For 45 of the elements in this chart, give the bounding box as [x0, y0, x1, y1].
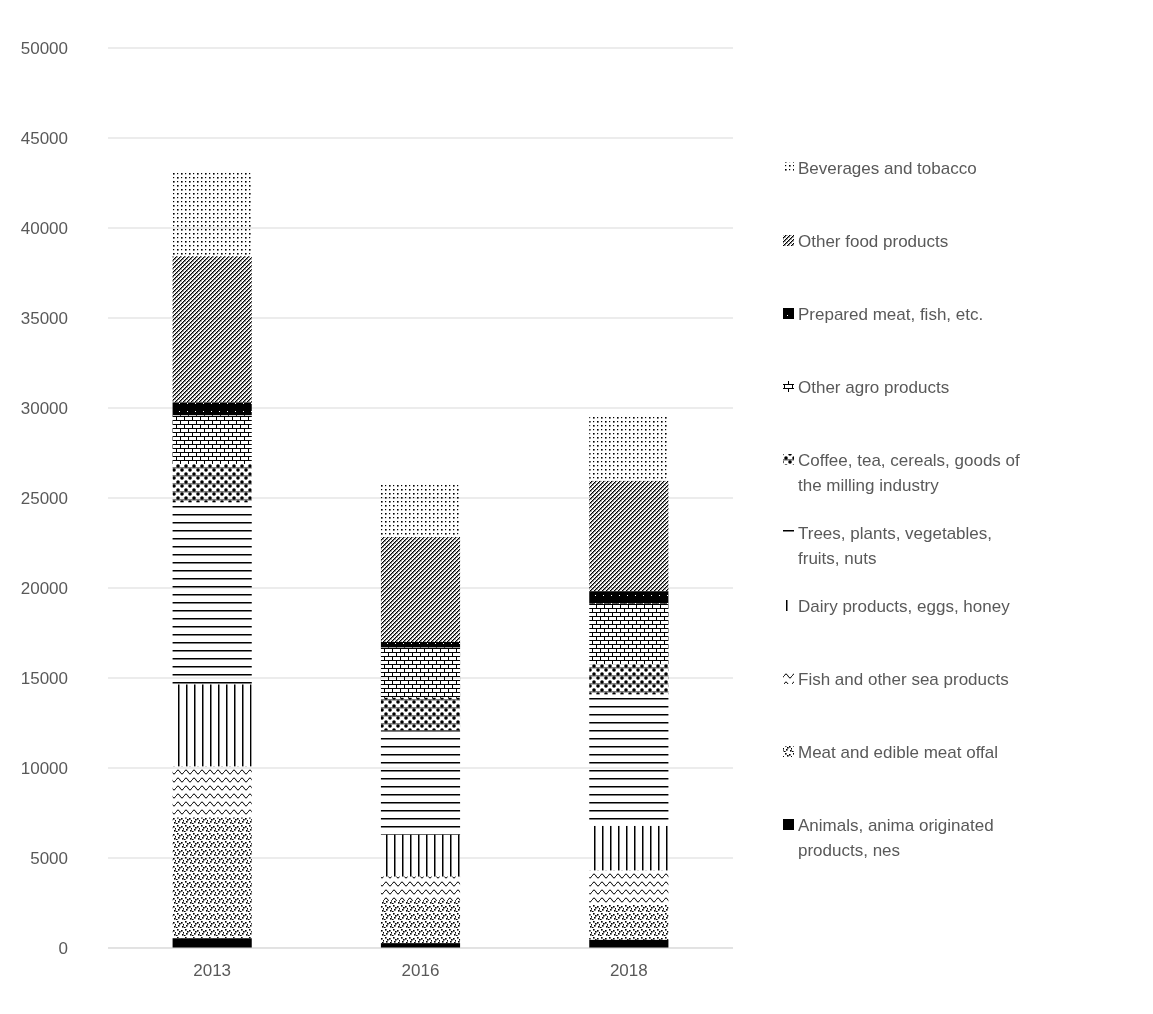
y-tick-label: 5000 [30, 848, 68, 868]
bar [380, 876, 461, 901]
x-tick-label: 2016 [401, 961, 440, 980]
bar [380, 537, 461, 642]
y-tick-label: 20000 [20, 578, 68, 598]
y-tick-label: 10000 [20, 758, 68, 778]
legend-label: Other food products [798, 231, 949, 251]
bar [589, 870, 669, 905]
x-tick-label: 2018 [609, 961, 648, 980]
bar [172, 938, 252, 948]
x-tick-label: 2013 [193, 961, 232, 980]
bar [589, 415, 669, 481]
bar [589, 480, 669, 592]
bar [172, 817, 252, 939]
bar [380, 647, 461, 698]
bar [380, 900, 461, 944]
y-tick-label: 40000 [20, 218, 68, 238]
bar [172, 463, 252, 503]
y-tick-label: 35000 [20, 308, 68, 328]
bar [172, 766, 252, 818]
y-tick-label: 50000 [20, 38, 68, 58]
bar [589, 603, 669, 665]
legend-label: Fish and other sea products [798, 669, 1009, 689]
legend-label: Dairy products, eggs, honey [798, 596, 1011, 616]
legend-label: Trees, plants, vegetables, fruits, nuts [798, 523, 993, 569]
y-tick-label: 25000 [20, 488, 68, 508]
legend-label: Animals, anima originated products, nes [798, 815, 994, 861]
bar [589, 904, 669, 940]
bar [172, 256, 252, 403]
bar [172, 415, 252, 464]
bar [172, 402, 252, 416]
legend-label: Other agro products [798, 377, 950, 397]
bar [172, 171, 252, 257]
y-tick-label: 30000 [20, 398, 68, 418]
y-tick-label: 45000 [20, 128, 68, 148]
legend-label: Prepared meat, fish, etc. [798, 304, 984, 324]
legend-label: Meat and edible meat offal [798, 742, 999, 762]
y-tick-label: 15000 [20, 668, 68, 688]
bar [589, 664, 669, 695]
bar [380, 642, 461, 648]
legend-label: Beverages and tobacco [798, 158, 977, 178]
legend-label: Coffee, tea, cereals, goods of the milling industry [798, 450, 1021, 496]
bar [380, 697, 461, 731]
y-tick-label: 0 [58, 938, 68, 958]
bar [589, 591, 669, 604]
